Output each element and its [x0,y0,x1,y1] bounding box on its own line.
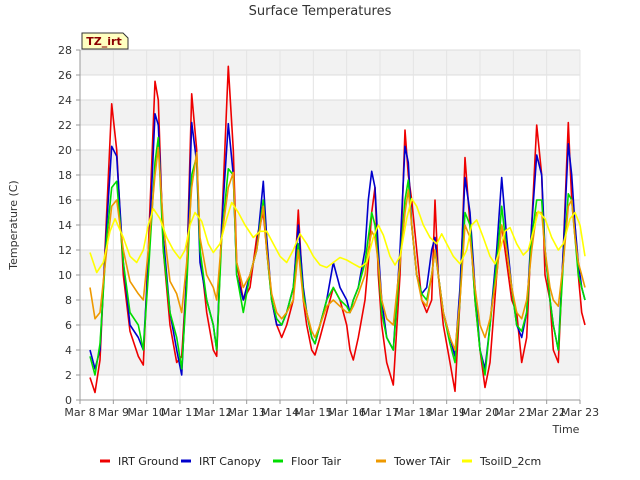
legend: IRT Ground IRT Canopy Floor Tair Tower TAir… [100,455,541,468]
legend-label: Floor Tair [291,455,342,468]
y-tick-label: 0 [65,394,72,407]
y-tick-label: 28 [58,44,72,57]
x-tick-label: Mar 15 [294,406,332,419]
plot-band [80,100,580,125]
x-tick-label: Mar 10 [128,406,166,419]
x-tick-label: Mar 8 [64,406,95,419]
x-tick-label: Mar 19 [428,406,466,419]
x-tick-label: Mar 20 [461,406,499,419]
x-tick-label: Mar 11 [161,406,199,419]
y-tick-label: 8 [65,294,72,307]
x-tick-label: Mar 9 [98,406,129,419]
y-tick-label: 10 [58,269,72,282]
y-tick-label: 24 [58,94,72,107]
legend-label: IRT Ground [118,455,179,468]
series-line-floor-tair [89,136,586,376]
y-tick-label: 20 [58,144,72,157]
legend-label: IRT Canopy [199,455,261,468]
series-line-tsoild-2cm [89,197,586,274]
legend-item: IRT Ground [100,455,179,468]
series-line-tower-tair [89,146,586,351]
y-tick-label: 14 [58,219,72,232]
y-tick-label: 2 [65,369,72,382]
x-tick-label: Mar 22 [528,406,566,419]
plot-band [80,50,580,75]
legend-item: IRT Canopy [181,455,261,468]
y-tick-label: 12 [58,244,72,257]
plot-band [80,350,580,375]
legend-label: Tower TAir [393,455,451,468]
station-badge: TZ_irt [81,32,129,50]
legend-item: TsoilD_2cm [462,455,541,468]
legend-label: TsoilD_2cm [479,455,541,468]
y-tick-label: 4 [65,344,72,357]
x-tick-label: Mar 14 [261,406,299,419]
x-tick-label: Mar 21 [494,406,532,419]
legend-item: Tower TAir [376,455,451,468]
plot-band [80,150,580,175]
legend-item: Floor Tair [273,455,342,468]
x-tick-label: Mar 23 [561,406,599,419]
station-badge-box [81,32,129,50]
y-axis-label: Temperature (C) [7,180,20,270]
chart-title: Surface Temperatures [249,4,392,19]
x-tick-label: Mar 17 [361,406,399,419]
y-tick-label: 18 [58,169,72,182]
x-tick-label: Mar 16 [328,406,366,419]
x-tick-label: Mar 13 [228,406,266,419]
x-axis-label: Time [552,423,580,436]
x-tick-label: Mar 12 [194,406,232,419]
y-tick-label: 6 [65,319,72,332]
y-tick-label: 16 [58,194,72,207]
y-tick-label: 26 [58,69,72,82]
y-tick-label: 22 [58,119,72,132]
x-tick-label: Mar 18 [394,406,432,419]
station-badge-text: TZ_irt [86,35,121,48]
series-layer [89,65,586,394]
